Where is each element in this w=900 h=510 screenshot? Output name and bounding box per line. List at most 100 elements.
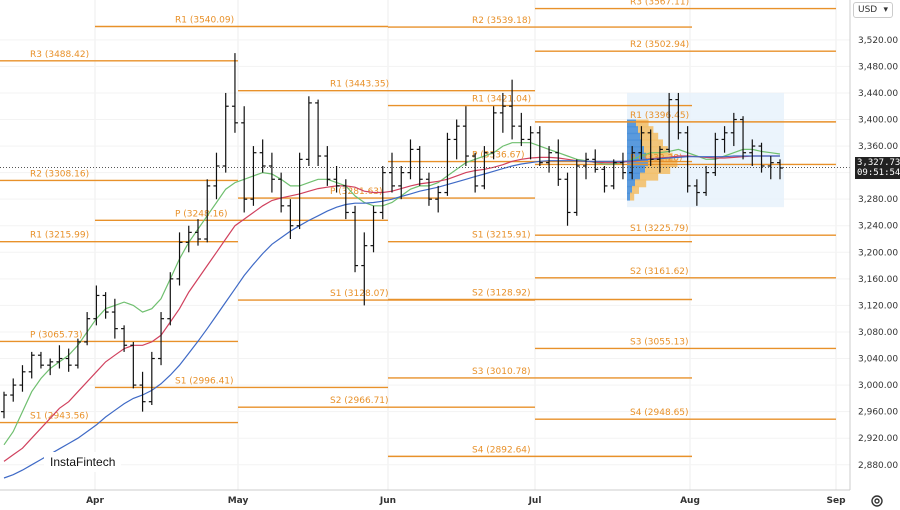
pivot-label: S1 (3225.79)	[630, 224, 689, 234]
ohlc-bar	[84, 312, 91, 346]
ohlc-bar	[536, 126, 543, 166]
x-axis-bg	[0, 490, 850, 510]
profile-bar-orange	[632, 185, 639, 194]
ohlc-bar	[555, 139, 562, 186]
profile-bar-blue	[627, 179, 635, 188]
ohlc-bar	[139, 371, 146, 412]
logo-text: InstaFintech	[50, 455, 116, 469]
profile-bar-orange	[640, 132, 659, 141]
ohlc-bar	[130, 341, 137, 389]
y-tick-label: 3,520.00	[858, 36, 898, 46]
pivot-label: S3 (3010.78)	[472, 367, 531, 377]
profile-bar-orange	[645, 165, 671, 174]
x-tick-label: Jun	[379, 496, 396, 506]
ohlc-bar	[102, 292, 109, 319]
profile-bar-blue	[627, 146, 644, 155]
ohlc-bar	[19, 365, 26, 392]
ohlc-bar	[462, 106, 469, 166]
y-tick-label: 3,440.00	[858, 89, 898, 99]
profile-bar-blue	[627, 126, 638, 135]
y-tick-label: 2,920.00	[858, 434, 898, 444]
ohlc-bar	[592, 149, 599, 173]
ohlc-bar	[693, 179, 700, 206]
ohlc-bar	[167, 272, 174, 326]
ohlc-bar	[250, 146, 257, 206]
ohlc-bar	[583, 152, 589, 180]
pivot-label: P (3248.16)	[175, 209, 228, 219]
y-tick-label: 3,040.00	[858, 355, 898, 365]
y-tick-label: 2,960.00	[858, 408, 898, 418]
ohlc-bar	[573, 159, 580, 216]
profile-bar-blue	[627, 119, 636, 128]
pivot-label: S1 (3215.91)	[472, 231, 531, 241]
pivot-label: S1 (2996.41)	[175, 376, 234, 386]
ohlc-bar	[28, 351, 35, 379]
chevron-down-icon: ▾	[883, 5, 888, 15]
x-tick-label: Sep	[826, 496, 846, 506]
ohlc-bar	[712, 132, 719, 176]
ohlc-bar	[305, 96, 312, 166]
profile-bar-blue	[627, 132, 640, 141]
profile-bar-orange	[636, 119, 649, 128]
ohlc-bar	[638, 126, 645, 160]
pivot-label: R1 (3396.45)	[630, 111, 689, 121]
profile-bar-blue	[627, 152, 646, 161]
ohlc-bar	[499, 92, 506, 133]
ohlc-bar	[241, 106, 248, 213]
ohlc-bar	[777, 159, 783, 180]
profile-bar-blue	[627, 165, 645, 174]
settings-gear-icon[interactable]	[870, 494, 884, 508]
ohlc-bar	[610, 159, 617, 190]
ohlc-bars	[1, 53, 783, 419]
currency-label: USD	[858, 5, 878, 15]
pivot-label: P (3336.67)	[472, 151, 525, 161]
ohlc-bar	[703, 165, 710, 196]
profile-bar-orange	[646, 152, 673, 161]
y-tick-label: 3,480.00	[858, 62, 898, 72]
current-price: 3,327.73	[857, 158, 900, 168]
ohlc-bar	[324, 146, 331, 186]
pivot-label: S1 (2943.56)	[30, 412, 89, 422]
ohlc-bar	[185, 225, 192, 253]
pivot-label: S4 (2892.64)	[472, 445, 531, 455]
ohlc-bar	[10, 378, 17, 402]
y-tick-label: 3,400.00	[858, 116, 898, 126]
x-tick-label: Apr	[86, 496, 104, 506]
ohlc-bar	[740, 116, 747, 160]
x-tick-label: Jul	[528, 496, 542, 506]
y-tick-label: 3,360.00	[858, 142, 898, 152]
ohlc-bar	[379, 165, 386, 220]
ohlc-bar	[287, 199, 294, 240]
ohlc-bar	[444, 132, 451, 196]
ohlc-bar	[370, 205, 377, 253]
pivot-label: S2 (3161.62)	[630, 267, 689, 277]
profile-bar-orange	[648, 159, 678, 168]
y-tick-label: 3,200.00	[858, 248, 898, 258]
pivot-label: R1 (3443.35)	[330, 80, 389, 90]
ohlc-bar	[259, 139, 266, 173]
y-tick-label: 3,080.00	[858, 328, 898, 338]
ohlc-bar	[647, 129, 654, 166]
currency-selector[interactable]: USD ▾	[853, 2, 893, 18]
y-tick-label: 2,880.00	[858, 461, 898, 471]
ohlc-bar	[1, 391, 7, 419]
ohlc-bar	[601, 165, 608, 193]
ohlc-bar	[74, 338, 81, 369]
pivot-label: R2 (3308.16)	[30, 169, 89, 179]
ohlc-bar	[342, 179, 349, 220]
ohlc-bar	[222, 92, 229, 173]
ohlc-bar	[481, 146, 488, 190]
ohlc-bar	[730, 112, 737, 147]
y-tick-label: 3,280.00	[858, 195, 898, 205]
ohlc-bar	[619, 152, 626, 180]
profile-bar-orange	[638, 126, 654, 135]
pivot-label: S2 (2966.71)	[330, 396, 389, 406]
ohlc-bar	[333, 165, 340, 193]
ohlc-bar	[315, 99, 322, 166]
profile-bar-blue	[627, 159, 648, 168]
ohlc-bar	[509, 79, 516, 140]
pivot-label: R1 (3421.04)	[472, 95, 531, 105]
pivot-label: S1 (3128.07)	[330, 289, 389, 299]
ohlc-bar	[518, 112, 525, 147]
